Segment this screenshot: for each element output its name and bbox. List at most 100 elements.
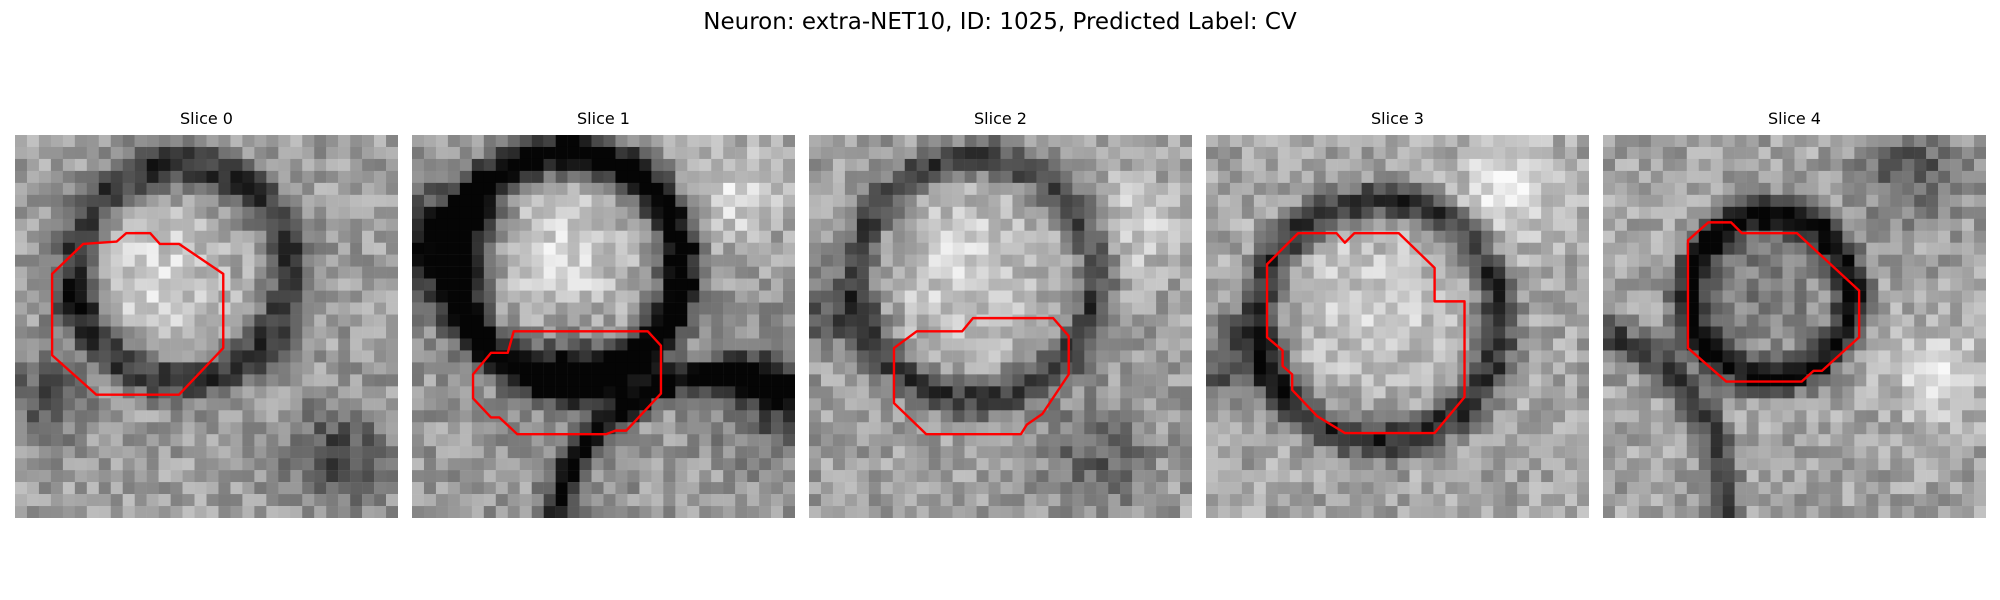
image-pixel: [1746, 146, 1759, 160]
image-pixel: [1024, 206, 1037, 220]
image-pixel: [386, 158, 398, 172]
image-pixel: [1397, 278, 1410, 291]
image-pixel: [1036, 146, 1049, 160]
image-pixel: [1433, 434, 1446, 447]
image-pixel: [988, 230, 1001, 243]
image-pixel: [15, 326, 28, 339]
image-pixel: [844, 506, 858, 518]
image-pixel: [1854, 290, 1867, 303]
image-pixel: [26, 506, 40, 518]
image-pixel: [1108, 170, 1121, 184]
image-pixel: [1902, 338, 1915, 351]
image-pixel: [50, 326, 64, 339]
image-pixel: [579, 278, 592, 291]
image-pixel: [1698, 374, 1711, 387]
image-pixel: [759, 326, 772, 339]
image-pixel: [412, 314, 425, 327]
image-pixel: [1000, 278, 1013, 291]
image-pixel: [1229, 158, 1243, 172]
image-pixel: [988, 314, 1001, 327]
image-pixel: [26, 206, 40, 220]
image-pixel: [278, 434, 291, 447]
image-pixel: [1782, 314, 1795, 327]
image-pixel: [266, 470, 279, 483]
image-pixel: [1301, 386, 1314, 399]
image-pixel: [1048, 146, 1061, 160]
image-pixel: [1614, 350, 1628, 363]
image-pixel: [182, 314, 195, 327]
image-pixel: [1409, 170, 1422, 184]
image-pixel: [868, 506, 882, 518]
image-pixel: [1132, 135, 1145, 148]
image-pixel: [567, 374, 580, 387]
image-pixel: [856, 314, 870, 327]
image-pixel: [1349, 458, 1362, 471]
roi-contour: [892, 316, 1070, 436]
image-pixel: [423, 266, 437, 279]
image-pixel: [1253, 290, 1267, 303]
image-pixel: [242, 314, 255, 327]
image-pixel: [567, 398, 580, 411]
image-pixel: [507, 482, 520, 495]
image-pixel: [1938, 446, 1951, 459]
image-pixel: [747, 506, 760, 518]
image-pixel: [663, 386, 676, 399]
image-pixel: [1385, 266, 1398, 279]
image-pixel: [1626, 458, 1640, 471]
image-pixel: [1349, 254, 1362, 267]
image-pixel: [1686, 194, 1699, 208]
image-pixel: [1060, 470, 1073, 483]
image-pixel: [1313, 446, 1326, 459]
image-pixel: [1156, 338, 1169, 351]
image-pixel: [1096, 494, 1109, 507]
image-pixel: [412, 218, 425, 231]
image-pixel: [783, 278, 795, 291]
image-pixel: [615, 422, 628, 435]
image-pixel: [1277, 146, 1291, 160]
image-pixel: [747, 158, 760, 172]
slice-title-2: Slice 2: [974, 109, 1027, 128]
image-pixel: [1433, 230, 1446, 243]
image-pixel: [1734, 206, 1747, 220]
image-pixel: [759, 242, 772, 255]
image-pixel: [386, 182, 398, 196]
image-pixel: [579, 338, 592, 351]
image-pixel: [230, 326, 243, 339]
image-pixel: [1806, 410, 1819, 423]
image-pixel: [182, 458, 195, 471]
image-pixel: [1241, 135, 1255, 148]
image-pixel: [1000, 326, 1013, 339]
image-pixel: [483, 446, 497, 459]
image-pixel: [1674, 158, 1688, 172]
image-pixel: [1156, 170, 1169, 184]
image-pixel: [1206, 182, 1219, 196]
image-pixel: [820, 206, 834, 220]
image-pixel: [1481, 326, 1494, 339]
image-pixel: [1890, 422, 1903, 435]
image-pixel: [1012, 386, 1025, 399]
image-pixel: [1397, 194, 1410, 208]
image-pixel: [1938, 422, 1951, 435]
image-pixel: [1445, 410, 1458, 423]
image-pixel: [290, 374, 303, 387]
image-pixel: [1361, 206, 1374, 220]
image-pixel: [459, 158, 473, 172]
image-pixel: [735, 398, 748, 411]
image-pixel: [1108, 158, 1121, 172]
image-pixel: [1144, 398, 1157, 411]
image-pixel: [1614, 422, 1628, 435]
image-pixel: [1914, 278, 1927, 291]
image-pixel: [412, 302, 425, 315]
image-pixel: [1349, 302, 1362, 315]
image-pixel: [1397, 506, 1410, 518]
image-pixel: [1950, 386, 1963, 399]
image-pixel: [326, 470, 339, 483]
image-pixel: [711, 494, 724, 507]
image-pixel: [844, 230, 858, 243]
image-pixel: [892, 434, 905, 447]
image-pixel: [904, 362, 917, 375]
image-pixel: [447, 482, 461, 495]
image-pixel: [579, 290, 592, 303]
image-pixel: [1890, 398, 1903, 411]
image-pixel: [976, 170, 989, 184]
